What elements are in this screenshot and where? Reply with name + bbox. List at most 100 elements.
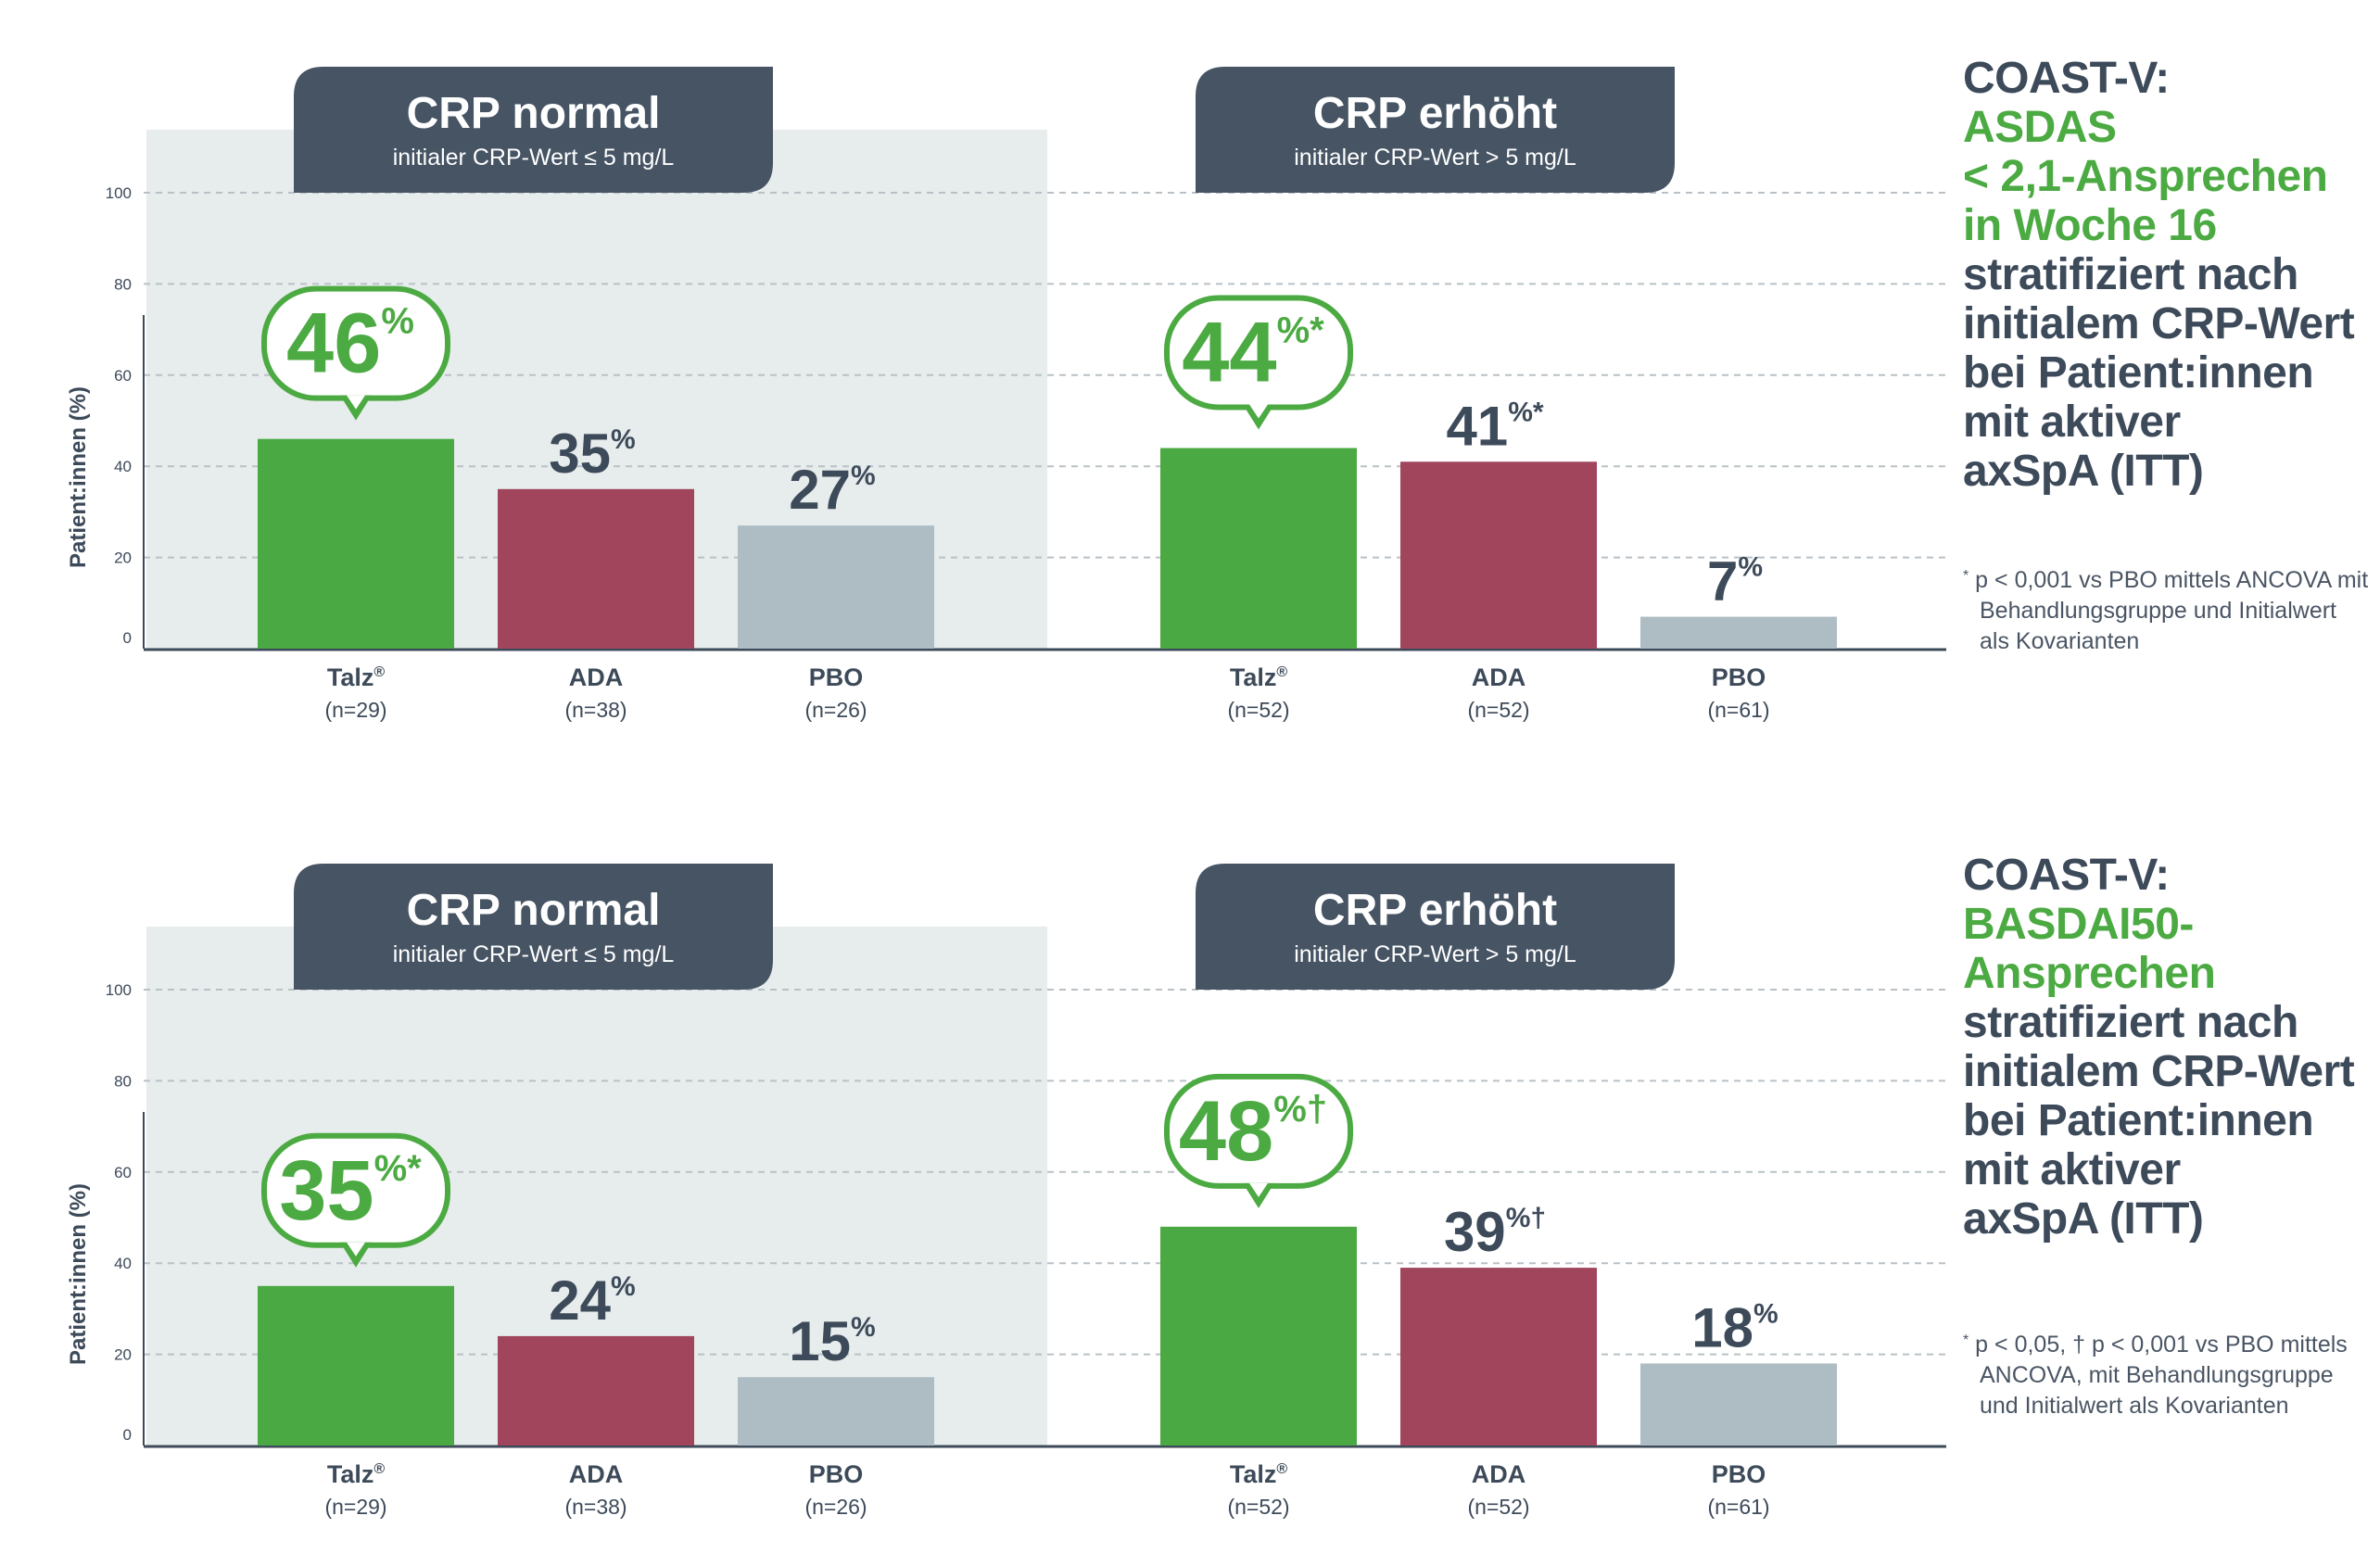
x-tick-label: Talz® bbox=[327, 1460, 386, 1488]
side-highlight-line: in Woche 16 bbox=[1963, 201, 2217, 250]
x-tick-sublabel: (n=38) bbox=[564, 698, 627, 722]
panel-header-normal bbox=[294, 864, 773, 990]
x-tick-sublabel: (n=26) bbox=[804, 698, 867, 722]
bar-high-pbo bbox=[1640, 1363, 1837, 1446]
side-heading: COAST-V: ASDAS < 2,1-Ansprechen in Woche 16… bbox=[1963, 54, 2371, 496]
x-tick-sublabel: (n=29) bbox=[324, 1495, 386, 1519]
x-tick-sublabel: (n=26) bbox=[804, 1495, 867, 1519]
y-tick-label: 0 bbox=[123, 629, 132, 647]
panel-title-normal: CRP normal bbox=[407, 886, 661, 935]
y-tick-label: 80 bbox=[114, 1072, 132, 1090]
panel-subtitle-high: initialer CRP-Wert > 5 mg/L bbox=[1294, 941, 1576, 967]
x-tick-label: Talz® bbox=[1230, 1460, 1288, 1488]
y-tick-label: 0 bbox=[123, 1426, 132, 1444]
y-tick-label: 60 bbox=[114, 1164, 132, 1181]
bar-high-ada bbox=[1400, 1268, 1597, 1446]
x-tick-sublabel: (n=52) bbox=[1227, 1495, 1289, 1519]
y-tick-label: 40 bbox=[114, 1255, 132, 1272]
y-tick-label: 100 bbox=[106, 981, 132, 999]
x-tick-sublabel: (n=52) bbox=[1227, 698, 1289, 722]
side-highlight-line: < 2,1-Ansprechen bbox=[1963, 152, 2328, 201]
y-tick-label: 20 bbox=[114, 1346, 132, 1364]
side-body-line: bei Patient:innen bbox=[1963, 1096, 2314, 1145]
x-tick-label: Talz® bbox=[327, 663, 386, 691]
side-text-asdas: COAST-V: ASDAS < 2,1-Ansprechen in Woche 16… bbox=[1963, 54, 2371, 657]
footnote: * p < 0,05, † p < 0,001 vs PBO mittels A… bbox=[1963, 1332, 2348, 1419]
y-tick-label: 20 bbox=[114, 549, 132, 567]
panel-title-high: CRP erhöht bbox=[1313, 886, 1557, 935]
side-text-basdai: COAST-V: BASDAI50- Ansprechen stratifiziert… bbox=[1963, 851, 2371, 1421]
x-tick-label: PBO bbox=[809, 663, 864, 691]
side-body-line: initialem CRP-Wert bbox=[1963, 1047, 2355, 1096]
bar-normal-talz bbox=[258, 438, 454, 649]
y-tick-label: 100 bbox=[106, 184, 132, 202]
x-tick-label: PBO bbox=[809, 1460, 864, 1488]
panel-header-normal bbox=[294, 67, 773, 193]
side-highlight-line: Ansprechen bbox=[1963, 949, 2216, 998]
chart-asdas: 0 20 40 60 80 100 Patient:innen (%) CRP normal i… bbox=[66, 67, 1946, 722]
x-tick-sublabel: (n=38) bbox=[564, 1495, 627, 1519]
data-label: 46% bbox=[286, 297, 414, 391]
chart-basdai: 0 20 40 60 80 100 Patient:innen (%) CRP normal i… bbox=[66, 864, 1946, 1519]
data-label: 39%† bbox=[1444, 1201, 1546, 1263]
side-title-line: COAST-V: bbox=[1963, 54, 2170, 103]
bar-normal-ada bbox=[498, 488, 694, 649]
x-tick-label: ADA bbox=[1472, 663, 1526, 691]
bar-normal-pbo bbox=[738, 525, 934, 649]
value-bubble-pointer-inner bbox=[347, 1242, 365, 1257]
data-label: 41%* bbox=[1446, 395, 1543, 457]
side-body-line: axSpA (ITT) bbox=[1963, 447, 2204, 496]
y-axis-label: Patient:innen (%) bbox=[66, 386, 91, 568]
x-tick-sublabel: (n=29) bbox=[324, 698, 386, 722]
x-tick-sublabel: (n=52) bbox=[1467, 1495, 1529, 1519]
panel-header-high bbox=[1196, 67, 1675, 193]
bar-normal-ada bbox=[498, 1335, 694, 1446]
data-label: 15% bbox=[789, 1310, 875, 1372]
footnote: * p < 0,001 vs PBO mittels ANCOVA mit Be… bbox=[1963, 567, 2369, 654]
data-label: 7% bbox=[1707, 550, 1763, 613]
data-label: 27% bbox=[789, 459, 875, 521]
side-highlight-line: BASDAI50- bbox=[1963, 900, 2194, 949]
panel-subtitle-high: initialer CRP-Wert > 5 mg/L bbox=[1294, 145, 1576, 170]
x-tick-label: ADA bbox=[569, 663, 624, 691]
bar-normal-pbo bbox=[738, 1377, 934, 1446]
panel-header-high bbox=[1196, 864, 1675, 990]
data-label: 35% bbox=[549, 423, 635, 485]
panel-subtitle-normal: initialer CRP-Wert ≤ 5 mg/L bbox=[393, 941, 675, 967]
data-label: 35%* bbox=[279, 1143, 422, 1238]
x-tick-sublabel: (n=61) bbox=[1707, 698, 1769, 722]
x-tick-sublabel: (n=52) bbox=[1467, 698, 1529, 722]
y-tick-label: 60 bbox=[114, 367, 132, 385]
side-body-line: stratifiziert nach bbox=[1963, 250, 2298, 299]
x-tick-label: ADA bbox=[1472, 1460, 1526, 1488]
y-tick-label: 80 bbox=[114, 275, 132, 293]
side-body-line: mit aktiver bbox=[1963, 398, 2181, 447]
side-body-line: stratifiziert nach bbox=[1963, 998, 2298, 1047]
x-tick-label: PBO bbox=[1712, 663, 1766, 691]
side-highlight-line: ASDAS bbox=[1963, 103, 2117, 152]
x-tick-label: PBO bbox=[1712, 1460, 1766, 1488]
data-label: 48%† bbox=[1179, 1084, 1327, 1179]
y-axis-label: Patient:innen (%) bbox=[66, 1183, 91, 1365]
bar-high-ada bbox=[1400, 461, 1597, 649]
side-heading: COAST-V: BASDAI50- Ansprechen stratifiziert… bbox=[1963, 851, 2371, 1244]
data-label: 44%* bbox=[1182, 306, 1324, 400]
bar-normal-talz bbox=[258, 1285, 454, 1446]
data-label: 18% bbox=[1691, 1296, 1778, 1358]
x-tick-label: Talz® bbox=[1230, 663, 1288, 691]
data-label: 24% bbox=[549, 1269, 635, 1332]
side-body-line: axSpA (ITT) bbox=[1963, 1194, 2204, 1244]
value-bubble-pointer-inner bbox=[1249, 1182, 1268, 1197]
value-bubble-pointer-inner bbox=[347, 395, 365, 410]
value-bubble-pointer-inner bbox=[1249, 404, 1268, 419]
bar-high-pbo bbox=[1640, 616, 1837, 649]
side-body-line: initialem CRP-Wert bbox=[1963, 299, 2355, 348]
bar-high-talz bbox=[1160, 1226, 1357, 1446]
panel-title-normal: CRP normal bbox=[407, 89, 661, 138]
side-body-line: bei Patient:innen bbox=[1963, 348, 2314, 398]
x-tick-label: ADA bbox=[569, 1460, 624, 1488]
x-tick-sublabel: (n=61) bbox=[1707, 1495, 1769, 1519]
panel-title-high: CRP erhöht bbox=[1313, 89, 1557, 138]
side-body-line: mit aktiver bbox=[1963, 1145, 2181, 1194]
bar-high-talz bbox=[1160, 448, 1357, 649]
